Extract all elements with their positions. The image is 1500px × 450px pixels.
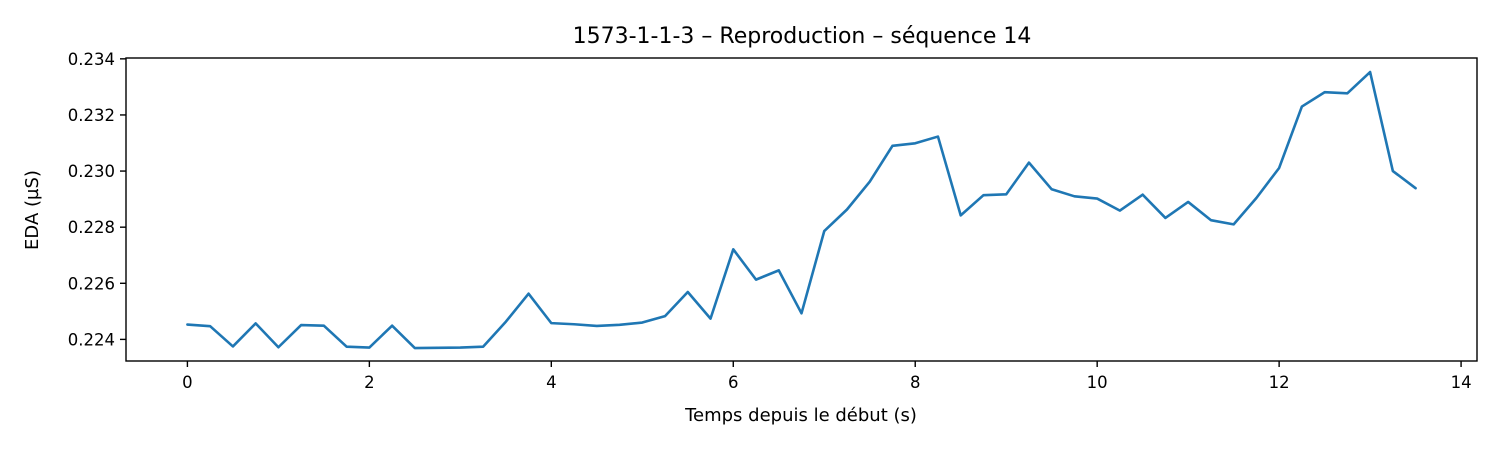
x-tick-label: 10 xyxy=(1087,373,1108,392)
y-tick-label: 0.234 xyxy=(68,50,115,69)
x-tick-label: 8 xyxy=(910,373,921,392)
x-axis-label: Temps depuis le début (s) xyxy=(684,405,917,426)
chart-title: 1573-1-1-3 – Reproduction – séquence 14 xyxy=(573,24,1032,49)
y-tick-label: 0.226 xyxy=(68,274,115,293)
y-tick-label: 0.228 xyxy=(68,218,115,237)
x-tick-label: 6 xyxy=(728,373,739,392)
y-axis-label: EDA (µS) xyxy=(22,170,43,250)
series-line-0 xyxy=(186,70,1417,350)
x-tick-label: 12 xyxy=(1269,373,1290,392)
series-group xyxy=(186,70,1417,350)
x-tick-label: 4 xyxy=(546,373,557,392)
y-tick-label: 0.230 xyxy=(68,162,115,181)
x-tick-label: 14 xyxy=(1451,373,1472,392)
plot-frame xyxy=(125,57,1478,362)
axis-ticks: 0 2 4 6 8 10 12 14 0.224 0.226 0.228 0.230 0.232 0.23… xyxy=(68,50,1472,392)
x-tick-label: 0 xyxy=(182,373,193,392)
x-tick-label: 2 xyxy=(364,373,375,392)
y-tick-label: 0.232 xyxy=(68,106,115,125)
y-tick-label: 0.224 xyxy=(68,330,115,349)
